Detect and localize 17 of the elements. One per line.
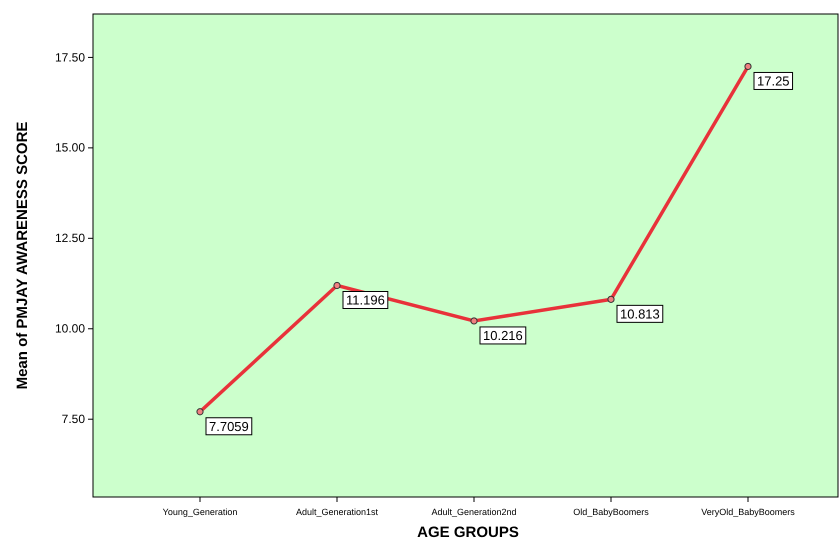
x-tick-label: Old_BabyBoomers	[573, 506, 650, 517]
y-tick-label: 7.50	[62, 412, 86, 426]
y-tick-label: 17.50	[54, 50, 86, 64]
y-tick-label: 10.00	[54, 322, 86, 336]
y-tick-label: 15.00	[54, 140, 86, 155]
data-label: 17.25	[757, 73, 790, 88]
data-label: 10.216	[483, 328, 523, 343]
x-tick-label: Adult_Generation1st	[296, 506, 379, 517]
data-label: 11.196	[346, 292, 385, 308]
y-axis-title: Mean of PMJAY AWARENESS SCORE	[14, 122, 31, 390]
x-tick-label: Young_Generation	[162, 506, 238, 517]
x-tick-label: Adult_Generation2nd	[431, 506, 517, 517]
data-label: 7.7059	[209, 418, 249, 434]
x-axis-title: AGE GROUPS	[417, 524, 519, 541]
y-tick-label: 12.50	[54, 231, 86, 246]
x-tick-label: VeryOld_BabyBoomers	[701, 506, 796, 517]
data-label: 10.813	[620, 306, 660, 322]
